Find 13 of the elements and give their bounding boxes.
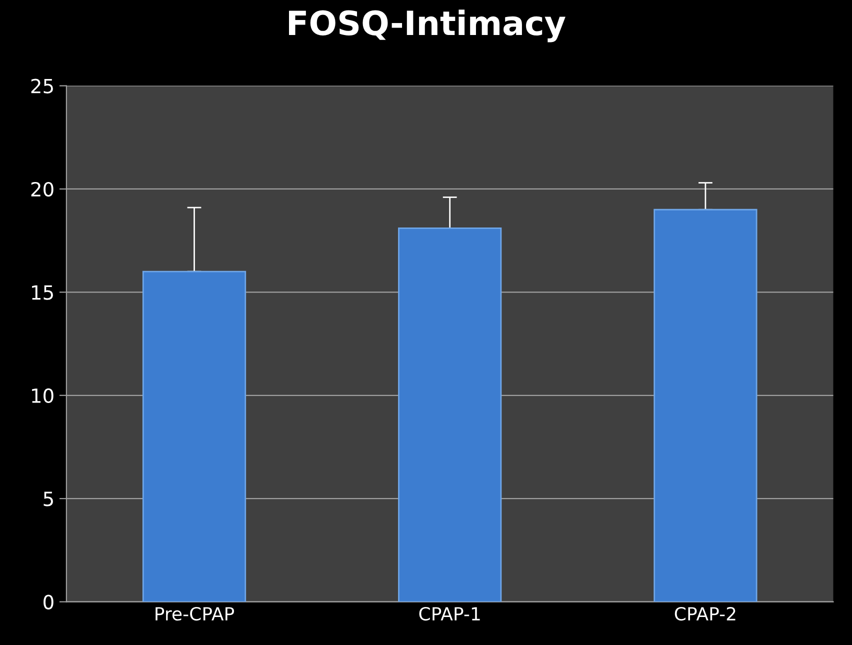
x-tick-label: Pre-CPAP <box>156 606 234 621</box>
y-tick-label: 15 <box>32 285 53 300</box>
y-tick-label: 10 <box>32 388 54 404</box>
y-tick-label: 20 <box>31 182 54 197</box>
bar <box>142 270 246 602</box>
y-tick-label: 25 <box>31 78 53 94</box>
bar <box>398 228 502 602</box>
y-tick-label: 5 <box>44 492 53 506</box>
chart-title: FOSQ-Intimacy <box>289 10 566 42</box>
x-tick-label: CPAP-2 <box>674 606 736 621</box>
y-tick-label: 0 <box>44 594 54 610</box>
x-tick-label: CPAP-1 <box>419 606 480 621</box>
bar <box>654 208 758 602</box>
